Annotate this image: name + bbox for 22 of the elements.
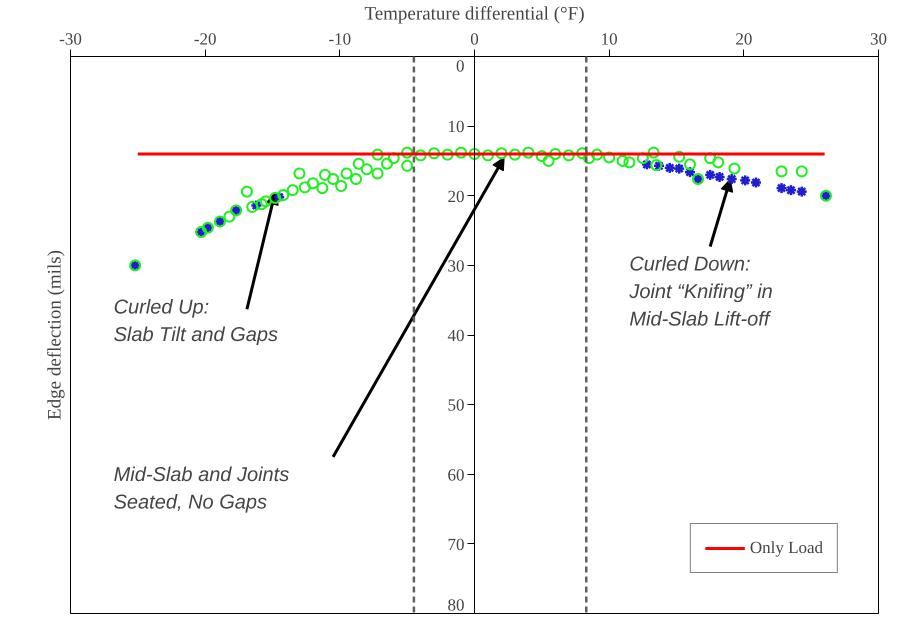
x-tick-label: 0 xyxy=(470,30,479,48)
annotation: Mid-Slab and Joints Seated, No Gaps xyxy=(114,464,290,514)
y-axis-title: Edge deflection (mils) xyxy=(44,250,66,420)
x-tick-label: 30 xyxy=(870,30,887,48)
y-tick-label: 80 xyxy=(448,596,464,614)
y-tick-label: 20 xyxy=(448,186,464,206)
y-tick-label: 50 xyxy=(448,396,464,415)
x-tick-label: -30 xyxy=(59,30,82,48)
annotation: Curled Up: Slab Tilt and Gaps xyxy=(114,296,278,346)
x-tick-label: 10 xyxy=(600,30,618,48)
annotation: Curled Down: Joint “Knifing” in Mid-Slab Lift-off xyxy=(628,254,773,331)
x-tick-label: -20 xyxy=(194,30,217,48)
x-tick-label: -10 xyxy=(328,30,352,48)
legend-label: Only Load xyxy=(750,538,823,558)
y-tick-label: 40 xyxy=(448,326,464,345)
y-tick-label: 0 xyxy=(456,56,464,76)
y-tick-label: 30 xyxy=(448,256,464,276)
y-tick-label: 70 xyxy=(448,534,464,554)
y-tick-label: 10 xyxy=(448,117,464,136)
y-tick-label: 60 xyxy=(448,465,464,484)
x-axis-title: Temperature differential (°F) xyxy=(364,4,585,24)
x-tick-label: 20 xyxy=(735,30,752,48)
